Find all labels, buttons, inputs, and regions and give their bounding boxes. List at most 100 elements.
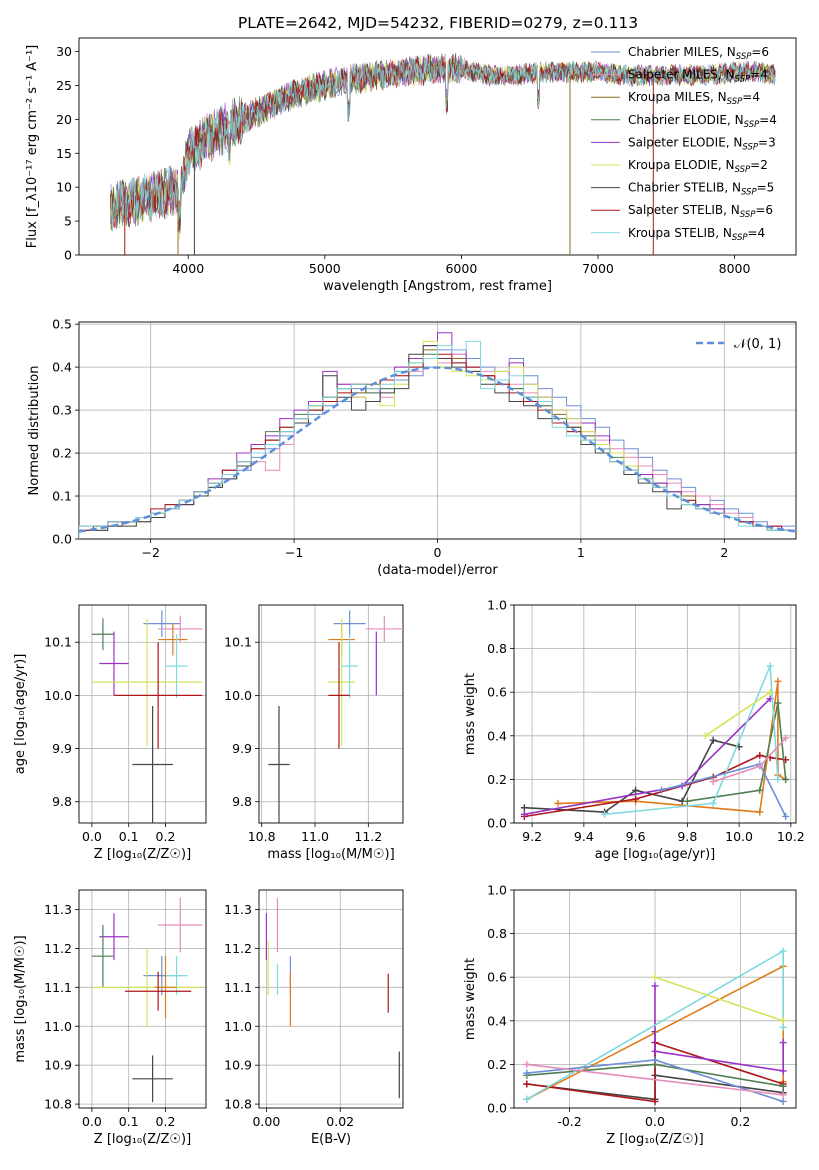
legend-subscript: SSP [735,165,751,175]
legend-entry: Kroupa STELIB, NSSP=4 [628,226,765,243]
y-tick-label: 9.9 [52,741,72,756]
y-tick-label: 11.3 [44,902,72,917]
weight-point-marker [520,810,528,818]
y-tick-label: 0.2 [487,1057,507,1072]
age-vs-mass-panel: 10.8 11.0 11.2 9.8 9.9 10.0 10.1 mass [log₁₀(M/… [224,604,404,862]
mass-vs-ebv-panel: 0.00 0.02 10.8 10.9 11.0 11.1 11.2 11.3 E(B-V) [224,889,404,1147]
legend-entry: Chabrier MILES, NSSP=6 [628,45,769,62]
legend-label: Chabrier STELIB, N [628,181,741,195]
weight-point-marker [651,1056,659,1064]
weight-point-marker [756,751,764,759]
x-axis-label: wavelength [Angstrom, rest frame] [323,279,552,294]
weight-point-marker [779,1067,787,1075]
weight-point-marker [632,795,640,803]
weight-point-marker [657,786,665,794]
normal-curve [79,366,796,533]
weight-series-line [557,681,787,813]
weight-point-marker [523,1069,531,1077]
x-tick-label: 0.2 [731,1114,751,1129]
y-tick-label: 0.4 [487,1013,507,1028]
x-tick-label: 10.8 [248,829,276,844]
y-tick-label: 9.9 [232,741,252,756]
legend-label: Kroupa STELIB, N [628,226,732,240]
weight-series-line [654,985,784,1072]
weight-point-marker [756,762,764,770]
weight-point-marker [701,732,709,740]
weight-point-marker [683,797,691,805]
y-axis-label: mass [log₁₀(M/M☉)] [13,935,28,1062]
y-tick-label: 30 [56,44,72,59]
legend-count: =4 [748,226,766,240]
weight-point-marker [782,775,790,783]
legend-count: =3 [758,135,776,149]
x-axis-label: Z [log₁₀(Z/Z☉)] [606,1132,703,1147]
weight-series-line [704,691,771,737]
y-tick-label: 0.6 [487,970,507,985]
legend-entry: Salpeter MILES, NSSP=4 [628,68,768,85]
y-tick-label: 20 [56,112,72,127]
x-tick-label: 0.00 [252,1114,280,1129]
x-tick-label: 2 [720,545,728,560]
weight-vs-age-panel: 9.2 9.4 9.6 9.8 10.0 10.2 0.0 0.2 0.4 0.6 0.8 1.0 ag… [463,598,805,863]
y-tick-label: 11.0 [224,1019,252,1034]
legend-entry: Chabrier ELODIE, NSSP=4 [628,113,777,130]
x-axis-label: Z [log₁₀(Z/Z☉)] [94,847,191,862]
x-tick-label: 0 [434,545,442,560]
weight-point-marker [601,810,609,818]
weight-point-marker [651,973,659,981]
legend-label: Kroupa ELODIE, N [628,158,735,172]
weight-point-marker [554,799,562,807]
y-tick-label: 10.8 [224,1097,252,1112]
axes-frame [78,604,207,824]
histogram-series [79,332,796,539]
y-tick-label: 11.0 [44,1019,72,1034]
weight-point-marker [523,1095,531,1103]
errorbar-points [265,897,400,1099]
x-tick-label: 1 [577,545,585,560]
weight-point-marker [520,804,528,812]
x-axis-label: mass [log₁₀(M/M☉)] [267,847,394,862]
y-tick-label: 0.1 [52,489,72,504]
weight-point-marker [651,982,659,990]
weight-series [523,947,787,1105]
x-axis-label: age [log₁₀(age/yr)] [595,847,716,862]
legend-count: =4 [742,90,760,104]
legend-subscript: SSP [736,52,752,62]
weight-point-marker [766,662,774,670]
y-tick-label: 0.4 [52,360,72,375]
legend-entry: Salpeter ELODIE, NSSP=3 [628,135,776,152]
weight-point-marker [779,947,787,955]
legend-label: Salpeter ELODIE, N [628,135,742,149]
weight-point-marker [756,786,764,794]
figure-title: PLATE=2642, MJD=54232, FIBERID=0279, z=0… [238,14,638,32]
x-tick-label: 0.2 [156,1114,176,1129]
weight-point-marker [632,786,640,794]
y-tick-label: 10.0 [44,688,72,703]
legend-count: =5 [757,181,775,195]
weight-point-marker [782,734,790,742]
axes-frame [258,889,404,1109]
y-tick-label: 11.1 [44,980,72,995]
errorbar-points [91,610,203,823]
axes-frame [258,604,404,824]
y-tick-label: 0.2 [52,446,72,461]
weight-point-marker [709,778,717,786]
spectrum-series-line [110,54,776,232]
age-vs-z-panel: 0.0 0.1 0.2 9.8 9.9 10.0 10.1 Z [log₁₀(Z/Z☉)] ag… [13,604,207,862]
x-tick-label: 11.2 [354,829,382,844]
weight-series-line [526,1031,784,1101]
legend-count: =6 [751,45,769,59]
y-tick-label: 9.8 [52,794,72,809]
x-tick-label: 0.0 [82,829,102,844]
y-tick-label: 0.0 [487,816,507,831]
legend-count: =2 [750,158,768,172]
y-tick-label: 25 [56,78,72,93]
y-tick-label: 0.6 [487,685,507,700]
weight-series-line [524,739,740,813]
legend-label: Salpeter MILES, N [628,68,735,82]
errorbar-points [268,610,403,823]
weight-point-marker [774,699,782,707]
weight-point-marker [779,1091,787,1099]
